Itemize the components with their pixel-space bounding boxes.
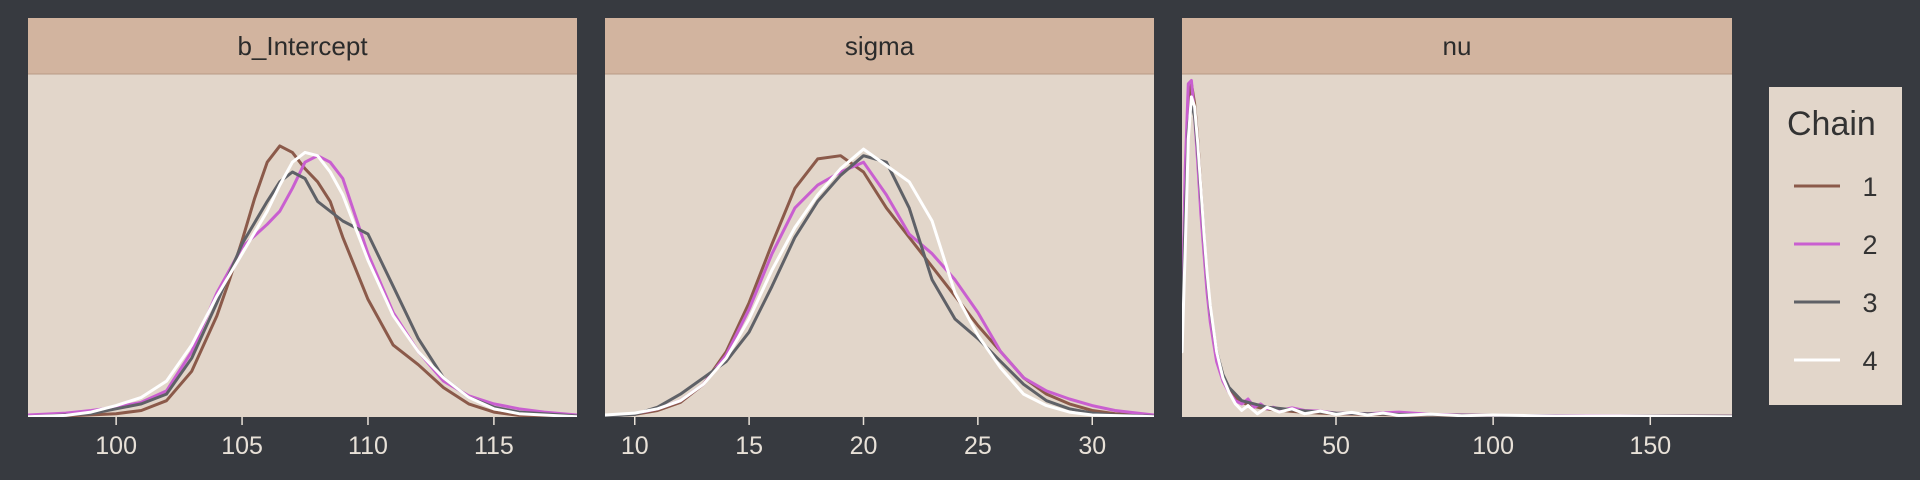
legend-label: 3	[1862, 288, 1877, 318]
density-line-chain-4	[1182, 95, 1732, 417]
legend-title: Chain	[1787, 105, 1876, 143]
panel-background	[1182, 74, 1732, 417]
x-tick-label: 100	[1472, 432, 1514, 460]
x-tick-label: 30	[1078, 432, 1106, 460]
x-tick-label: 50	[1322, 432, 1350, 460]
legend-label: 2	[1862, 230, 1877, 260]
legend-label: 4	[1862, 346, 1877, 376]
facet-title: sigma	[845, 31, 915, 61]
facet-title: nu	[1443, 31, 1472, 61]
x-tick-label: 105	[221, 432, 263, 460]
x-tick-label: 20	[850, 432, 878, 460]
x-tick-label: 150	[1629, 432, 1671, 460]
facet-panel-1: b_Intercept 100 105 110 115	[28, 18, 577, 460]
legend-item-chain-3: 3	[1794, 288, 1878, 318]
strip-background	[1182, 18, 1732, 74]
density-lines	[28, 144, 577, 417]
x-tick-label: 10	[621, 432, 649, 460]
density-line-chain-4	[605, 147, 1154, 417]
strip-background	[605, 18, 1154, 74]
legend-background	[1769, 87, 1902, 405]
density-lines	[1182, 79, 1732, 417]
x-tick-label: 100	[95, 432, 137, 460]
legend-label: 1	[1862, 172, 1877, 202]
density-line-chain-1	[28, 144, 577, 417]
legend: Chain 1 2 3 4	[1769, 87, 1902, 405]
density-lines	[605, 147, 1154, 417]
facet-title: b_Intercept	[237, 31, 368, 61]
strip-background	[28, 18, 577, 74]
x-tick-label: 15	[735, 432, 763, 460]
facet-panel-2: sigma 10 15 20 25 30	[605, 18, 1154, 460]
density-line-chain-4	[28, 150, 577, 417]
panel-background	[605, 74, 1154, 417]
panel-background	[28, 74, 577, 417]
x-tick-label: 25	[964, 432, 992, 460]
facet-panel-3: nu 50 100 150	[1182, 18, 1732, 460]
legend-item-chain-1: 1	[1794, 172, 1878, 202]
x-tick-label: 110	[348, 432, 388, 460]
legend-item-chain-2: 2	[1794, 230, 1878, 260]
legend-item-chain-4: 4	[1794, 346, 1878, 376]
x-tick-label: 115	[474, 432, 514, 460]
